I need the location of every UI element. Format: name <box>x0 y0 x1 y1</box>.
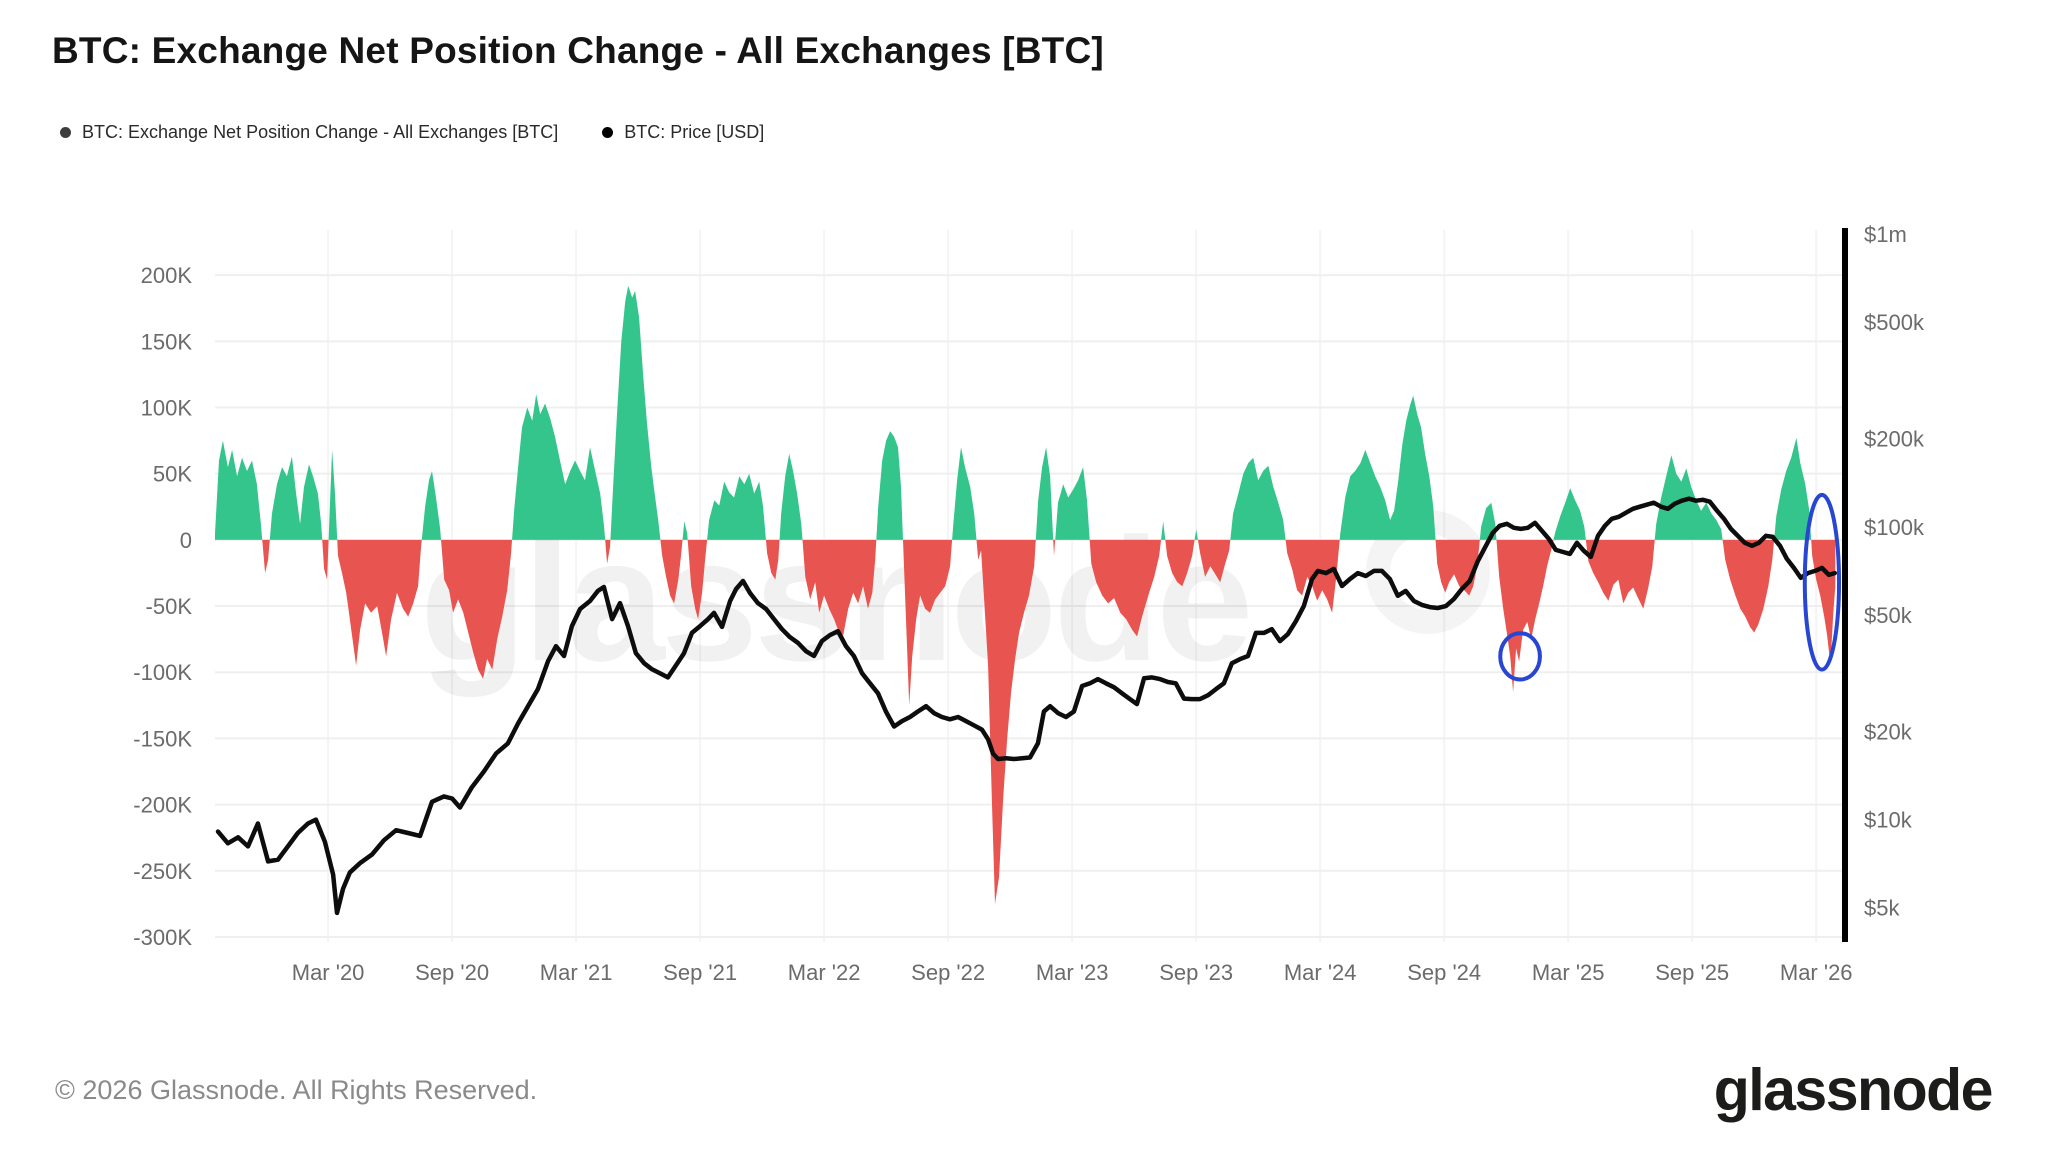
legend-item-price[interactable]: BTC: Price [USD] <box>602 122 764 143</box>
x-axis-tick-label: Mar '25 <box>1532 960 1605 985</box>
chart-title: BTC: Exchange Net Position Change - All … <box>52 30 1104 71</box>
left-axis-tick-label: -100K <box>133 660 192 685</box>
left-axis-tick-label: -50K <box>146 594 193 619</box>
net-position-area-negative <box>215 539 1836 904</box>
annotation-ellipse-mar-26 <box>1802 492 1842 672</box>
x-axis-tick-label: Sep '21 <box>663 960 737 985</box>
x-axis-tick-label: Mar '24 <box>1284 960 1357 985</box>
legend-item-net-position[interactable]: BTC: Exchange Net Position Change - All … <box>60 122 558 143</box>
right-axis-tick-label: $50k <box>1864 603 1913 628</box>
right-axis-tick-label: $1m <box>1864 222 1907 247</box>
x-axis-tick-label: Mar '26 <box>1780 960 1853 985</box>
left-axis-tick-label: -250K <box>133 859 192 884</box>
legend-label: BTC: Exchange Net Position Change - All … <box>82 122 559 142</box>
left-axis-tick-label: 200K <box>141 263 193 288</box>
left-axis-tick-label: 150K <box>141 329 193 354</box>
net-position-area-positive <box>215 285 1812 540</box>
right-axis-tick-label: $5k <box>1864 896 1900 921</box>
glassnode-logo[interactable]: glassnode <box>1713 1057 1994 1123</box>
left-axis-tick-label: 100K <box>141 396 193 421</box>
x-axis-tick-label: Sep '23 <box>1159 960 1233 985</box>
legend: BTC: Exchange Net Position Change - All … <box>60 122 764 143</box>
right-axis-tick-label: $500k <box>1864 310 1925 335</box>
left-axis-tick-label: 0 <box>180 528 192 553</box>
right-axis-tick-label: $100k <box>1864 515 1925 540</box>
right-axis-tick-label: $10k <box>1864 808 1913 833</box>
legend-dot-icon <box>60 127 71 138</box>
left-axis-tick-label: -150K <box>133 726 192 751</box>
legend-dot-icon <box>602 127 614 138</box>
x-axis-tick-label: Sep '22 <box>911 960 985 985</box>
x-axis-tick-label: Sep '24 <box>1407 960 1481 985</box>
x-axis-tick-label: Sep '25 <box>1655 960 1729 985</box>
x-axis-tick-label: Mar '22 <box>788 960 861 985</box>
horizontal-gridlines: 200K 150K 100K 50K 0 -50K -100K -150K -200K -250K… <box>133 263 1843 950</box>
page-header: BTC: Exchange Net Position Change - All … <box>52 30 1104 72</box>
x-axis-tick-label: Sep '20 <box>415 960 489 985</box>
left-axis-tick-label: 50K <box>153 462 192 487</box>
legend-label: BTC: Price [USD] <box>624 122 765 142</box>
copyright-text: © 2026 Glassnode. All Rights Reserved. <box>55 1075 538 1105</box>
right-axis-tick-label: $200k <box>1864 427 1925 452</box>
left-axis-tick-label: -300K <box>133 925 192 950</box>
x-axis-tick-label: Mar '21 <box>540 960 613 985</box>
right-axis-tick-label: $20k <box>1864 719 1913 744</box>
left-axis-tick-label: -200K <box>133 793 192 818</box>
annotation-circle-jan-25 <box>1498 631 1542 682</box>
price-line <box>215 496 1838 916</box>
x-axis-tick-label: Mar '20 <box>292 960 365 985</box>
x-axis-tick-label: Mar '23 <box>1036 960 1109 985</box>
